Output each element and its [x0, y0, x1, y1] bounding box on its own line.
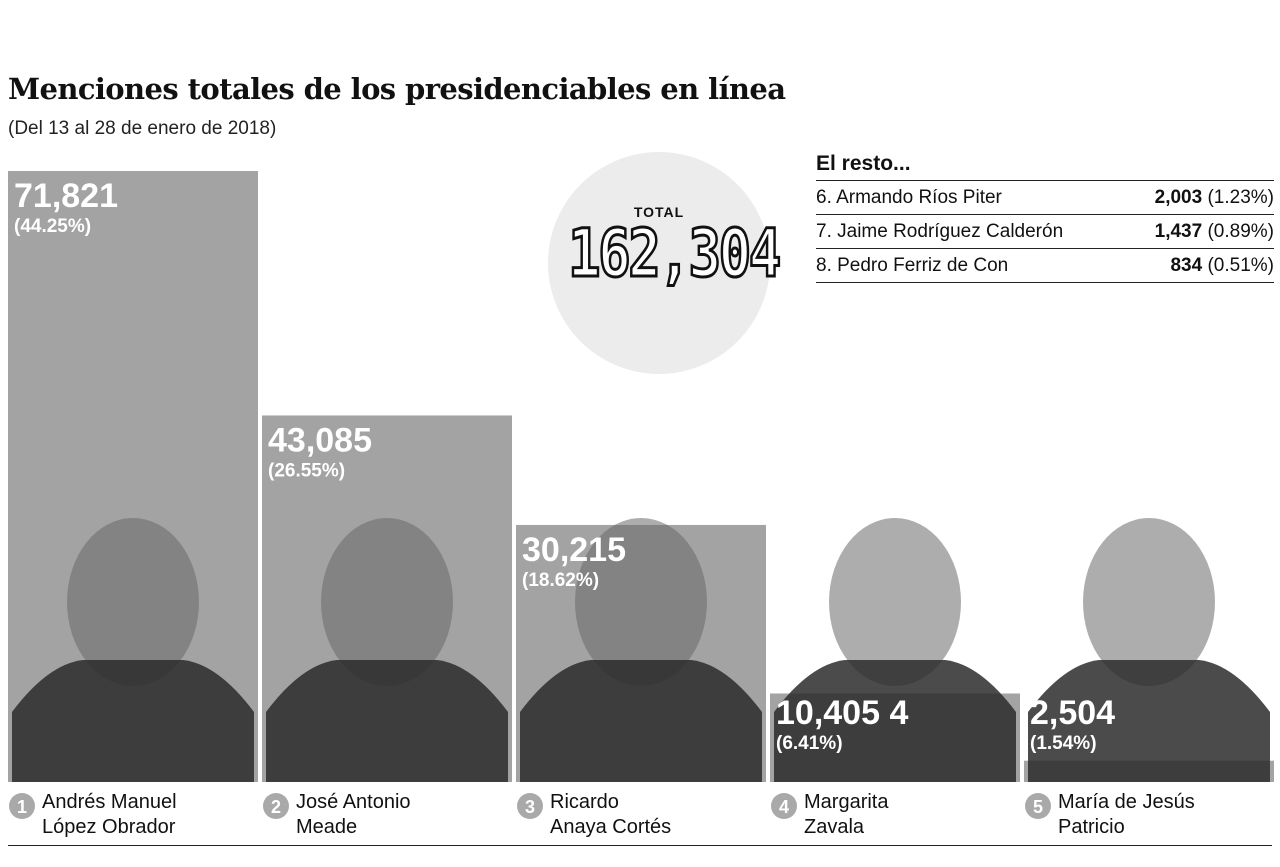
- rest-name: 7. Jaime Rodríguez Calderón: [816, 221, 1064, 242]
- rest-row: 6. Armando Ríos Piter 2,003 (1.23%): [816, 181, 1274, 215]
- portrait-silhouette: [12, 518, 254, 782]
- rank-badge: [9, 793, 35, 819]
- total-value: 162,304: [567, 214, 783, 294]
- rest-row: 8. Pedro Ferriz de Con 834 (0.51%): [816, 249, 1274, 283]
- candidate-name-line: Patricio: [1058, 816, 1125, 838]
- bottom-rule: [8, 845, 1272, 846]
- rest-value: 834: [1170, 255, 1203, 276]
- chart-title: Menciones totales de los presidenciables…: [8, 72, 786, 106]
- candidate-name-line: Anaya Cortés: [550, 816, 671, 838]
- rank-number: 3: [525, 797, 535, 817]
- rest-title: El resto...: [816, 148, 1274, 181]
- rest-name: 8. Pedro Ferriz de Con: [816, 255, 1009, 276]
- bar-value-label: 10,405 4: [776, 694, 908, 732]
- chart-subtitle: (Del 13 al 28 de enero de 2018): [8, 118, 277, 139]
- rest-table: El resto... 6. Armando Ríos Piter 2,003 …: [816, 148, 1274, 283]
- rank-number: 1: [17, 797, 27, 817]
- bar-value-label: 43,085: [268, 421, 372, 459]
- rank-number: 2: [271, 797, 281, 817]
- rank-badge: [517, 793, 543, 819]
- rest-value: 1,437: [1154, 221, 1203, 242]
- candidate-name-line: Meade: [296, 816, 357, 838]
- bar-percent-label: (26.55%): [268, 460, 345, 481]
- bar-value-label: 30,215: [522, 531, 626, 569]
- rank-badge: [1025, 793, 1051, 819]
- bar-percent-label: (44.25%): [14, 216, 91, 237]
- rank-number: 5: [1033, 797, 1043, 817]
- rest-percent: (0.89%): [1207, 221, 1274, 242]
- candidate-name-line: Margarita: [804, 791, 889, 813]
- rest-value: 2,003: [1154, 187, 1203, 208]
- bar-percent-label: (18.62%): [522, 570, 599, 591]
- rest-percent: (1.23%): [1207, 187, 1274, 208]
- candidate-name-line: María de Jesús: [1058, 791, 1195, 813]
- candidate-name-line: Zavala: [804, 816, 865, 838]
- rest-row: 7. Jaime Rodríguez Calderón 1,437 (0.89%…: [816, 215, 1274, 249]
- total-label: TOTAL: [633, 204, 685, 220]
- total-circle: [548, 152, 770, 374]
- portrait-silhouette: [774, 518, 1016, 782]
- rank-badge: [263, 793, 289, 819]
- bar-percent-label: (6.41%): [776, 733, 843, 754]
- candidate-name-line: Ricardo: [550, 791, 619, 813]
- portrait-silhouette: [266, 518, 508, 782]
- rest-name: 6. Armando Ríos Piter: [816, 187, 1002, 208]
- rest-percent: (0.51%): [1207, 255, 1274, 276]
- rank-number: 4: [779, 797, 789, 817]
- rank-badge: [771, 793, 797, 819]
- portrait-silhouette: [1028, 518, 1270, 782]
- bar-value-label: 2,504: [1030, 694, 1115, 732]
- candidate-name-line: López Obrador: [42, 816, 176, 838]
- bar-value-label: 71,821: [14, 177, 118, 215]
- portrait-silhouette: [520, 518, 762, 782]
- bar-percent-label: (1.54%): [1030, 733, 1097, 754]
- candidate-name-line: José Antonio: [296, 791, 411, 813]
- candidate-name-line: Andrés Manuel: [42, 791, 177, 813]
